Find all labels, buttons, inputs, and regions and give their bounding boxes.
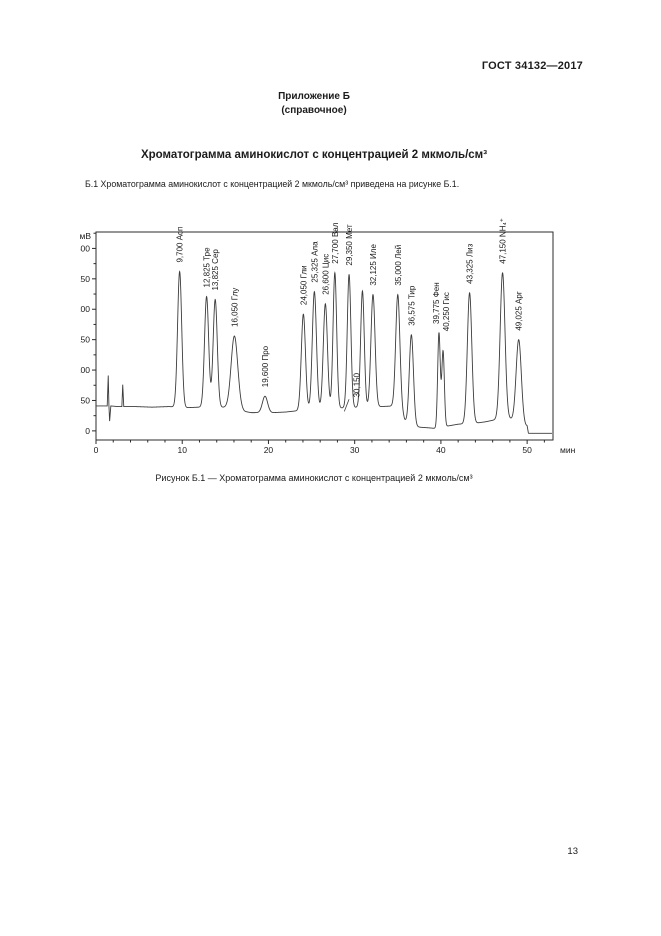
peak-label: 32,125 Иле [369,244,378,286]
y-axis-tick-label: 0 [85,426,90,436]
peak-label: 24,050 Гли [299,265,308,305]
chromatogram-trace [96,270,552,434]
x-axis-tick-label: 10 [177,445,187,455]
chromatogram-figure: 0 10 20 30 40 50 мин 0 50 100 150 200 250 300 мВ 9,700 … [76,215,580,465]
peak-label-leader [343,399,350,412]
x-axis-tick-label: 30 [350,445,360,455]
x-axis-tick-label: 40 [436,445,446,455]
peak-label: 47,150 NH₄⁺ [499,218,508,264]
body-paragraph: Б.1 Хроматограмма аминокислот с концентр… [85,179,460,189]
peak-label: 25,325 Ала [310,241,319,283]
y-axis-tick-label: 200 [80,304,90,314]
peak-label: 29,350 Мет [345,224,354,266]
peak-label: 27,700 Вал [331,222,340,263]
x-axis-tick-label: 50 [522,445,532,455]
chromatogram-svg: 0 10 20 30 40 50 мин 0 50 100 150 200 250 300 мВ 9,700 … [76,218,576,455]
peak-label: 35,000 Лей [394,245,403,286]
peak-label: 26,600 Цис [321,254,330,295]
peak-label: 39,775 Фен [432,282,441,324]
x-axis-tick-label: 0 [94,445,99,455]
section-title: Хроматограмма аминокислот с концентрацие… [140,149,488,161]
y-axis-tick-label: 150 [80,335,90,345]
peak-label: 16,050 Глу [230,288,239,327]
y-axis-tick-label: 100 [80,365,90,375]
y-axis-tick-label: 50 [81,395,91,405]
peak-label: 9,700 Асп [176,227,185,263]
y-axis-unit-label: мВ [80,231,91,241]
figure-caption: Рисунок Б.1 — Хроматограмма аминокислот … [155,473,473,483]
peak-label: 30,150 [352,372,361,397]
peak-label: 19,600 Про [261,345,270,387]
page-number: 13 [567,846,578,857]
peak-label: 43,325 Лиз [466,243,475,283]
appendix-subtitle: (справочное) [281,105,347,116]
y-axis-tick-label: 250 [80,274,90,284]
peak-label: 12,825 Тре [203,247,212,288]
peak-label: 40,250 Гис [442,292,451,331]
x-axis-unit-label: мин [560,445,576,455]
peak-label: 49,025 Арг [515,291,524,330]
plot-border [95,231,554,441]
peak-label: 36,575 Тир [407,285,416,326]
peak-label: 13,825 Сер [211,249,220,291]
x-axis-tick-label: 20 [264,445,274,455]
y-axis-tick-label: 300 [80,243,90,253]
appendix-title: Приложение Б [278,91,350,102]
document-header: ГОСТ 34132—2017 [481,60,583,72]
